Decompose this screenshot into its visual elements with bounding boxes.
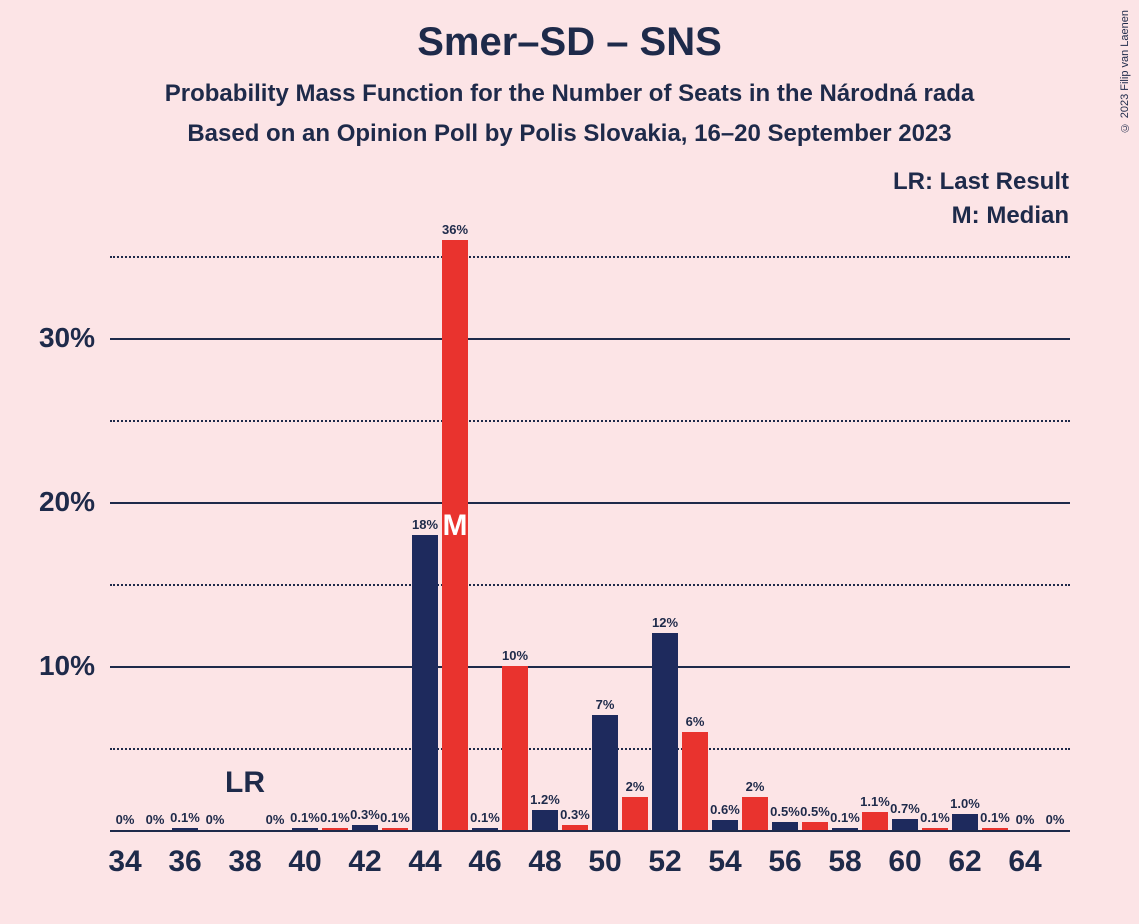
lr-marker: LR	[225, 766, 265, 800]
bar	[802, 822, 828, 830]
chart-subtitle-2: Based on an Opinion Poll by Polis Slovak…	[0, 120, 1139, 148]
bar	[562, 825, 588, 830]
y-tick-label: 30%	[39, 322, 95, 354]
bar	[622, 797, 648, 830]
bar-value-label: 0.6%	[710, 802, 740, 817]
bar-value-label: 1.2%	[530, 792, 560, 807]
bar-value-label: 0.1%	[290, 810, 320, 825]
bar	[982, 828, 1008, 830]
gridline	[110, 502, 1070, 504]
bar-value-label: 6%	[686, 714, 705, 729]
gridline	[110, 666, 1070, 668]
gridline	[110, 338, 1070, 340]
bar-value-label: 0.1%	[380, 810, 410, 825]
bar-value-label: 0.5%	[770, 804, 800, 819]
bar	[412, 535, 438, 830]
x-tick-label: 54	[708, 845, 741, 879]
bar	[532, 810, 558, 830]
bar-value-label: 0.1%	[470, 810, 500, 825]
bar-value-label: 0.5%	[800, 804, 830, 819]
x-tick-label: 62	[948, 845, 981, 879]
bar-value-label: 0%	[146, 812, 165, 827]
y-tick-label: 10%	[39, 650, 95, 682]
legend-m: M: Median	[952, 202, 1069, 230]
bar-value-label: 7%	[596, 697, 615, 712]
legend-lr: LR: Last Result	[893, 168, 1069, 196]
x-tick-label: 48	[528, 845, 561, 879]
bar	[742, 797, 768, 830]
bar	[172, 828, 198, 830]
bar-value-label: 0.3%	[350, 807, 380, 822]
bar	[922, 828, 948, 830]
gridline	[110, 748, 1070, 750]
bar-value-label: 2%	[746, 779, 765, 794]
bar-value-label: 18%	[412, 517, 438, 532]
bar-value-label: 0.1%	[320, 810, 350, 825]
x-tick-label: 40	[288, 845, 321, 879]
bar	[892, 819, 918, 830]
median-marker: M	[443, 509, 468, 543]
bar-value-label: 10%	[502, 648, 528, 663]
bar-value-label: 0.1%	[830, 810, 860, 825]
bar-value-label: 0%	[1016, 812, 1035, 827]
bar	[502, 666, 528, 830]
bar-value-label: 1.0%	[950, 796, 980, 811]
bar	[352, 825, 378, 830]
bar	[682, 732, 708, 830]
bar-value-label: 0.1%	[980, 810, 1010, 825]
x-tick-label: 60	[888, 845, 921, 879]
bar	[952, 814, 978, 830]
bar	[832, 828, 858, 830]
x-tick-label: 42	[348, 845, 381, 879]
x-tick-label: 56	[768, 845, 801, 879]
gridline	[110, 830, 1070, 832]
bar-value-label: 0%	[116, 812, 135, 827]
bar	[322, 828, 348, 830]
bar-value-label: 36%	[442, 222, 468, 237]
bar	[712, 820, 738, 830]
x-tick-label: 64	[1008, 845, 1041, 879]
bar	[592, 715, 618, 830]
bar	[652, 633, 678, 830]
x-tick-label: 44	[408, 845, 441, 879]
bar	[472, 828, 498, 830]
bar	[772, 822, 798, 830]
bar-value-label: 0.7%	[890, 801, 920, 816]
copyright-text: © 2023 Filip van Laenen	[1119, 10, 1131, 133]
chart-title: Smer–SD – SNS	[0, 20, 1139, 65]
y-tick-label: 20%	[39, 486, 95, 518]
x-axis: 34 36 38 40 42 44 46 48 50 52 54 56 58 60 62 64	[110, 845, 1070, 895]
gridline	[110, 256, 1070, 258]
x-tick-label: 50	[588, 845, 621, 879]
bar	[382, 828, 408, 830]
bar-value-label: 0.1%	[170, 810, 200, 825]
bar-value-label: 1.1%	[860, 794, 890, 809]
x-tick-label: 58	[828, 845, 861, 879]
bar-value-label: 0.3%	[560, 807, 590, 822]
bar-value-label: 0%	[1046, 812, 1065, 827]
bar-value-label: 0%	[206, 812, 225, 827]
gridline	[110, 584, 1070, 586]
bar	[292, 828, 318, 830]
x-tick-label: 36	[168, 845, 201, 879]
x-tick-label: 34	[108, 845, 141, 879]
x-tick-label: 38	[228, 845, 261, 879]
chart-subtitle-1: Probability Mass Function for the Number…	[0, 80, 1139, 108]
bar-value-label: 2%	[626, 779, 645, 794]
bar	[862, 812, 888, 830]
chart-plot-area: 10%20%30%0%0%0.1%0%0%0.1%0.1%0.3%0.1%18%…	[110, 240, 1070, 830]
x-tick-label: 52	[648, 845, 681, 879]
bar-value-label: 0%	[266, 812, 285, 827]
x-tick-label: 46	[468, 845, 501, 879]
bar-value-label: 0.1%	[920, 810, 950, 825]
bar-value-label: 12%	[652, 615, 678, 630]
gridline	[110, 420, 1070, 422]
